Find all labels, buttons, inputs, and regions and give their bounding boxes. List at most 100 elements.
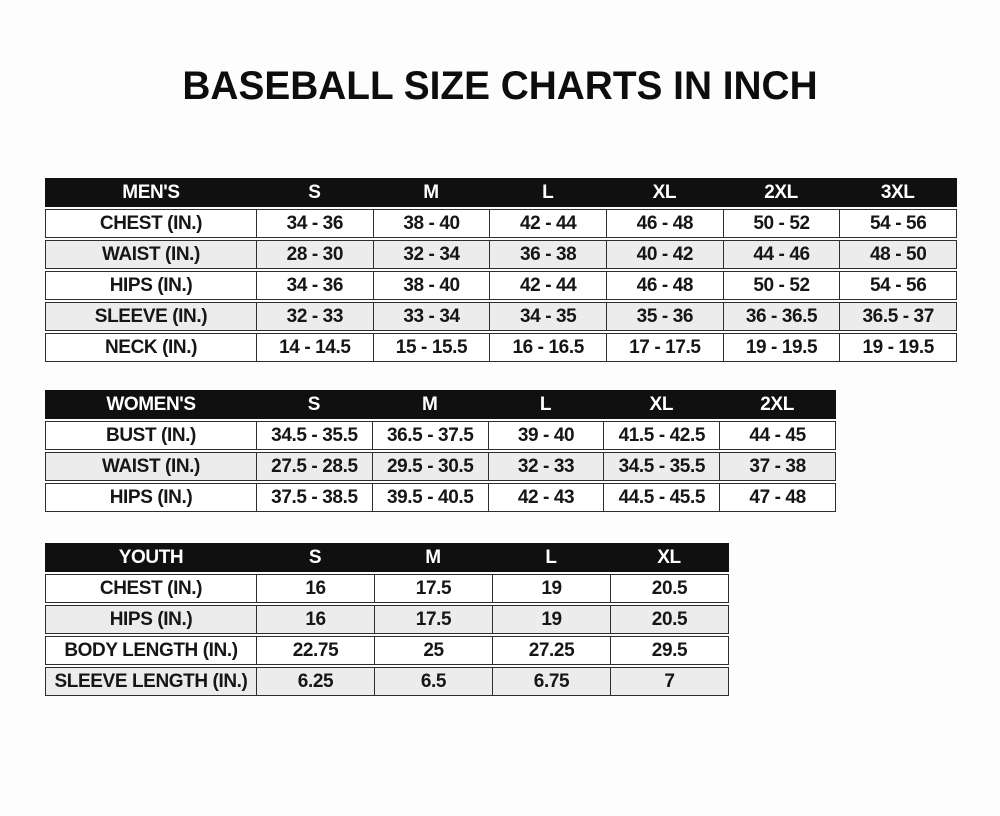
value-cell: 19 (492, 606, 610, 633)
table-row: HIPS (IN.) 16 17.5 19 20.5 (45, 605, 729, 634)
value-cell: 6.75 (492, 668, 610, 695)
value-cell: 29.5 (610, 637, 728, 664)
tables-container: MEN'S S M L XL 2XL 3XL CHEST (IN.) 34 - 36 38 - 4… (45, 178, 1000, 696)
value-cell: 29.5 - 30.5 (371, 453, 488, 480)
value-cell: 22.75 (256, 637, 374, 664)
value-cell: 37.5 - 38.5 (256, 484, 372, 511)
table-header-row: MEN'S S M L XL 2XL 3XL (45, 178, 957, 207)
value-cell: 38 - 40 (372, 272, 490, 299)
value-cell: 36 - 38 (489, 241, 606, 268)
value-cell: 50 - 52 (722, 210, 840, 237)
table-row: WAIST (IN.) 27.5 - 28.5 29.5 - 30.5 32 - 33… (45, 452, 836, 481)
table-row: HIPS (IN.) 34 - 36 38 - 40 42 - 44 46 - 48 50… (45, 271, 957, 300)
value-cell: 28 - 30 (256, 241, 373, 268)
value-cell: 44 - 45 (719, 422, 835, 449)
row-label-cell: SLEEVE (IN.) (94, 305, 208, 327)
column-header-cell: L (539, 393, 552, 415)
table-name-cell: MEN'S (122, 181, 180, 203)
value-cell: 42 - 44 (489, 272, 606, 299)
table-row: HIPS (IN.) 37.5 - 38.5 39.5 - 40.5 42 - 43 4… (45, 483, 836, 512)
column-header-cell: 2XL (760, 393, 794, 415)
value-cell: 7 (610, 668, 728, 695)
value-cell: 34.5 - 35.5 (603, 453, 719, 480)
page-title: BASEBALL SIZE CHARTS IN INCH (182, 64, 818, 108)
value-cell: 48 - 50 (839, 241, 956, 268)
value-cell: 39 - 40 (487, 422, 604, 449)
column-header-cell: M (421, 393, 438, 415)
value-cell: 42 - 43 (487, 484, 604, 511)
table-row: NECK (IN.) 14 - 14.5 15 - 15.5 16 - 16.5 17 … (45, 333, 957, 362)
value-cell: 46 - 48 (606, 210, 723, 237)
value-cell: 36.5 - 37.5 (371, 422, 488, 449)
column-header-cell: L (542, 181, 554, 203)
value-cell: 34 - 36 (256, 210, 373, 237)
column-header-cell: S (307, 393, 321, 415)
row-label-cell: CHEST (IN.) (99, 212, 203, 234)
value-cell: 6.5 (374, 668, 492, 695)
value-cell: 36 - 36.5 (722, 303, 840, 330)
value-cell: 19 - 19.5 (839, 334, 956, 361)
column-header-cell: S (308, 181, 321, 203)
value-cell: 42 - 44 (489, 210, 606, 237)
value-cell: 54 - 56 (839, 210, 956, 237)
value-cell: 32 - 34 (372, 241, 490, 268)
value-cell: 32 - 33 (487, 453, 604, 480)
value-cell: 27.25 (492, 637, 610, 664)
value-cell: 41.5 - 42.5 (603, 422, 719, 449)
row-label-cell: HIPS (IN.) (109, 274, 193, 296)
value-cell: 6.25 (256, 668, 374, 695)
value-cell: 40 - 42 (606, 241, 723, 268)
column-header-cell: XL (649, 393, 674, 415)
value-cell: 35 - 36 (606, 303, 723, 330)
table-header-row: WOMEN'S S M L XL 2XL (45, 390, 836, 419)
size-table-youth: YOUTH S M L XL CHEST (IN.) 16 17.5 19 20.5 HIPS (I… (45, 543, 729, 696)
value-cell: 33 - 34 (372, 303, 490, 330)
column-header-cell: 2XL (764, 181, 798, 203)
value-cell: 16 - 16.5 (489, 334, 606, 361)
value-cell: 25 (374, 637, 492, 664)
row-label-cell: HIPS (IN.) (109, 486, 193, 508)
value-cell: 38 - 40 (372, 210, 490, 237)
table-row: BODY LENGTH (IN.) 22.75 25 27.25 29.5 (45, 636, 729, 665)
value-cell: 16 (256, 575, 374, 602)
row-label-cell: BODY LENGTH (IN.) (64, 639, 238, 661)
value-cell: 19 (492, 575, 610, 602)
value-cell: 15 - 15.5 (372, 334, 490, 361)
size-table-womens: WOMEN'S S M L XL 2XL BUST (IN.) 34.5 - 35.5 36.5… (45, 390, 836, 512)
value-cell: 50 - 52 (722, 272, 840, 299)
table-row: WAIST (IN.) 28 - 30 32 - 34 36 - 38 40 - 42 4… (45, 240, 957, 269)
row-label-cell: WAIST (IN.) (102, 455, 200, 477)
value-cell: 16 (256, 606, 374, 633)
table-row: CHEST (IN.) 16 17.5 19 20.5 (45, 574, 729, 603)
value-cell: 44.5 - 45.5 (603, 484, 719, 511)
value-cell: 20.5 (610, 606, 728, 633)
value-cell: 34 - 36 (256, 272, 373, 299)
size-table-mens: MEN'S S M L XL 2XL 3XL CHEST (IN.) 34 - 36 38 - 4… (45, 178, 957, 362)
row-label-cell: SLEEVE LENGTH (IN.) (54, 670, 248, 692)
value-cell: 46 - 48 (606, 272, 723, 299)
table-row: BUST (IN.) 34.5 - 35.5 36.5 - 37.5 39 - 40 4… (45, 421, 836, 450)
column-header-cell: L (545, 546, 557, 568)
row-label-cell: NECK (IN.) (104, 336, 198, 358)
column-header-cell: S (308, 546, 322, 568)
value-cell: 54 - 56 (839, 272, 956, 299)
table-name-cell: YOUTH (118, 546, 184, 568)
table-header-row: YOUTH S M L XL (45, 543, 729, 572)
row-label-cell: WAIST (IN.) (102, 243, 200, 265)
value-cell: 17.5 (374, 575, 492, 602)
table-row: SLEEVE (IN.) 32 - 33 33 - 34 34 - 35 35 - 36… (45, 302, 957, 331)
table-row: CHEST (IN.) 34 - 36 38 - 40 42 - 44 46 - 48 5… (45, 209, 957, 238)
value-cell: 44 - 46 (722, 241, 840, 268)
value-cell: 17.5 (374, 606, 492, 633)
value-cell: 17 - 17.5 (606, 334, 723, 361)
value-cell: 36.5 - 37 (839, 303, 956, 330)
value-cell: 37 - 38 (719, 453, 835, 480)
value-cell: 32 - 33 (256, 303, 373, 330)
value-cell: 19 - 19.5 (722, 334, 840, 361)
column-header-cell: XL (652, 181, 677, 203)
column-header-cell: M (423, 181, 439, 203)
row-label-cell: HIPS (IN.) (109, 608, 193, 630)
row-label-cell: BUST (IN.) (106, 424, 196, 446)
value-cell: 20.5 (610, 575, 728, 602)
column-header-cell: XL (657, 546, 681, 568)
